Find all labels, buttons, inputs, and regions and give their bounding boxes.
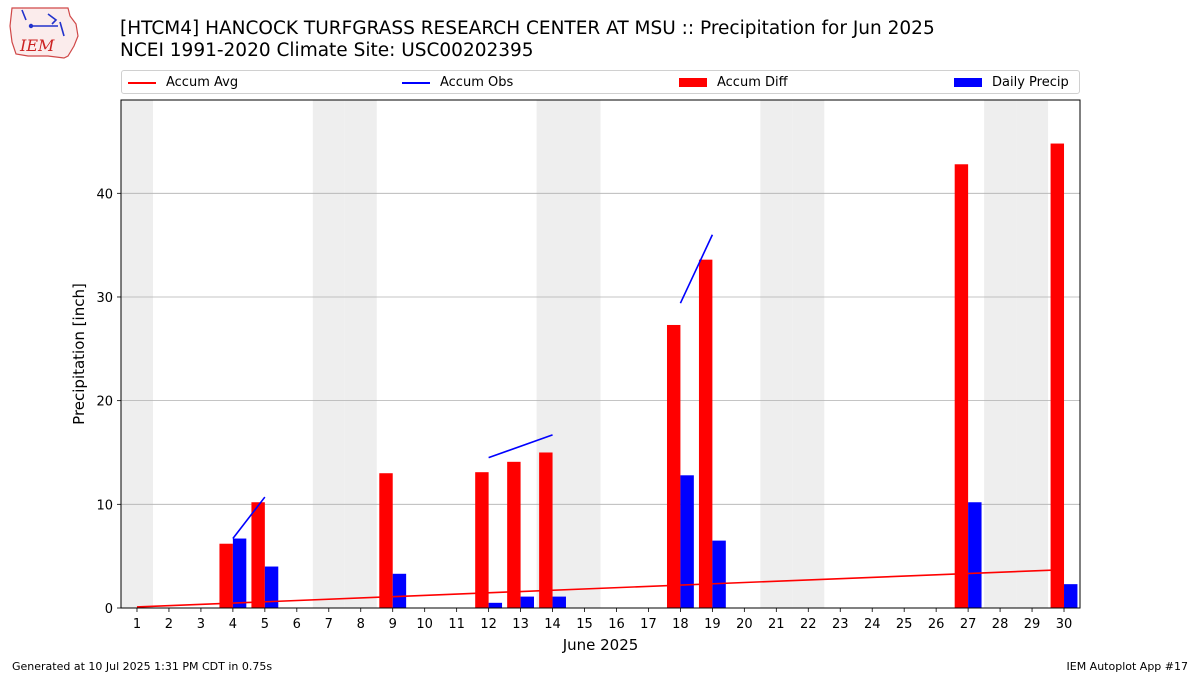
- y-tick-label-40: 40: [96, 187, 113, 202]
- plot-frame: [120, 99, 1081, 609]
- x-tick-label-5: 5: [261, 617, 269, 632]
- bar-daily-precip-30: [1064, 584, 1078, 608]
- footer-app: IEM Autoplot App #17: [1066, 660, 1189, 673]
- x-tick-label-21: 21: [768, 617, 785, 632]
- chart-legend: Accum Avg Accum Obs Accum Diff Daily Pre…: [121, 70, 1080, 94]
- x-tick-label-22: 22: [800, 617, 817, 632]
- x-tick-label-10: 10: [416, 617, 433, 632]
- bar-accum-diff-14: [539, 452, 553, 608]
- x-tick-label-9: 9: [389, 617, 397, 632]
- gridlines: [121, 192, 1080, 505]
- legend-item-daily-precip: Daily Precip: [954, 74, 1069, 92]
- x-tick-label-4: 4: [229, 617, 237, 632]
- x-tick-label-2: 2: [165, 617, 173, 632]
- weekend-band-22: [792, 100, 825, 608]
- bar-accum-diff-18: [666, 324, 681, 608]
- legend-item-accum-obs: Accum Obs: [402, 74, 513, 92]
- bar-accum-diff-4: [219, 543, 233, 608]
- bar-accum-diff-9: [379, 473, 393, 608]
- bar-daily-precip-12: [488, 602, 503, 608]
- y-tick-label-30: 30: [96, 291, 113, 306]
- legend-swatch-accum-avg: [128, 81, 156, 84]
- bar-accum-diff-19: [698, 259, 713, 608]
- bar-accum-diff-12: [475, 472, 489, 608]
- x-tick-label-15: 15: [576, 617, 593, 632]
- x-tick-label-28: 28: [992, 617, 1009, 632]
- weekend-band-15: [568, 100, 601, 608]
- x-tick-label-20: 20: [736, 617, 753, 632]
- axes: 1 2 3 4 5 6 7 8 9 10 11 12 13 14 15 16 17 18 19 20 21 22 23 24 2…: [96, 187, 1072, 632]
- logo-text: IEM: [19, 36, 55, 55]
- y-tick-label-10: 10: [96, 498, 113, 513]
- bar-daily-precip-5: [264, 566, 279, 608]
- bar-daily-precip-19: [712, 540, 726, 608]
- line-accum-obs-1: [232, 496, 266, 540]
- x-tick-label-12: 12: [480, 617, 497, 632]
- weekend-band-28: [984, 100, 1017, 608]
- x-tick-label-11: 11: [448, 617, 465, 632]
- bar-daily-precip-13: [520, 596, 535, 608]
- iem-logo: IEM: [9, 7, 79, 59]
- weekend-band-21: [760, 100, 793, 608]
- x-tick-label-6: 6: [293, 617, 301, 632]
- legend-label-daily-precip: Daily Precip: [992, 75, 1069, 90]
- x-axis-label: June 2025: [562, 636, 639, 654]
- weekend-band-8: [344, 100, 377, 608]
- x-tick-label-16: 16: [608, 617, 625, 632]
- x-tick-label-8: 8: [357, 617, 365, 632]
- x-tick-label-19: 19: [704, 617, 721, 632]
- legend-swatch-daily-precip: [954, 78, 982, 87]
- x-tick-label-18: 18: [672, 617, 689, 632]
- x-tick-label-17: 17: [640, 617, 657, 632]
- x-tick-label-14: 14: [544, 617, 561, 632]
- bar-daily-precip-14: [552, 596, 566, 608]
- line-accum-avg-1: [136, 568, 1065, 608]
- line-accum-obs-3: [679, 234, 714, 304]
- legend-swatch-accum-obs: [402, 81, 430, 84]
- y-tick-label-20: 20: [96, 395, 113, 410]
- bar-accum-diff-5: [251, 502, 265, 608]
- legend-label-accum-obs: Accum Obs: [440, 75, 514, 90]
- x-tick-label-23: 23: [832, 617, 849, 632]
- bar-accum-diff-27: [954, 164, 969, 608]
- bar-daily-precip-4: [232, 538, 247, 608]
- x-tick-label-7: 7: [325, 617, 333, 632]
- legend-item-accum-diff: Accum Diff: [679, 74, 788, 92]
- bar-daily-precip-18: [680, 475, 694, 608]
- x-tick-label-26: 26: [928, 617, 945, 632]
- bar-daily-precip-27: [968, 502, 982, 608]
- x-tick-label-27: 27: [960, 617, 977, 632]
- weekend-shading: [121, 100, 1049, 608]
- legend-item-accum-avg: Accum Avg: [128, 74, 238, 92]
- weather-station-icon: [21, 9, 65, 37]
- x-tick-label-13: 13: [512, 617, 529, 632]
- legend-swatch-accum-diff: [679, 78, 707, 87]
- footer-generated: Generated at 10 Jul 2025 1:31 PM CDT in …: [12, 660, 273, 673]
- legend-label-accum-diff: Accum Diff: [717, 75, 788, 90]
- legend-label-accum-avg: Accum Avg: [166, 75, 239, 90]
- bar-daily-precip-9: [392, 573, 407, 608]
- weekend-band-29: [1016, 100, 1049, 608]
- lines: [136, 234, 1065, 608]
- x-tick-label-3: 3: [197, 617, 205, 632]
- x-tick-label-1: 1: [133, 617, 141, 632]
- x-tick-label-24: 24: [864, 617, 881, 632]
- chart-subtitle: NCEI 1991-2020 Climate Site: USC00202395: [120, 40, 534, 61]
- x-tick-label-29: 29: [1024, 617, 1041, 632]
- y-axis-label: Precipitation [inch]: [70, 283, 88, 425]
- x-tick-label-25: 25: [896, 617, 913, 632]
- weekend-band-7: [312, 100, 345, 608]
- weekend-band-1: [121, 100, 153, 608]
- line-accum-obs-2: [488, 434, 553, 459]
- x-tick-label-30: 30: [1056, 617, 1073, 632]
- bars: [219, 143, 1078, 609]
- bar-accum-diff-30: [1050, 143, 1065, 609]
- chart-title: [HTCM4] HANCOCK TURFGRASS RESEARCH CENTE…: [120, 18, 935, 39]
- bar-accum-diff-13: [507, 461, 521, 608]
- y-tick-label-0: 0: [105, 602, 113, 617]
